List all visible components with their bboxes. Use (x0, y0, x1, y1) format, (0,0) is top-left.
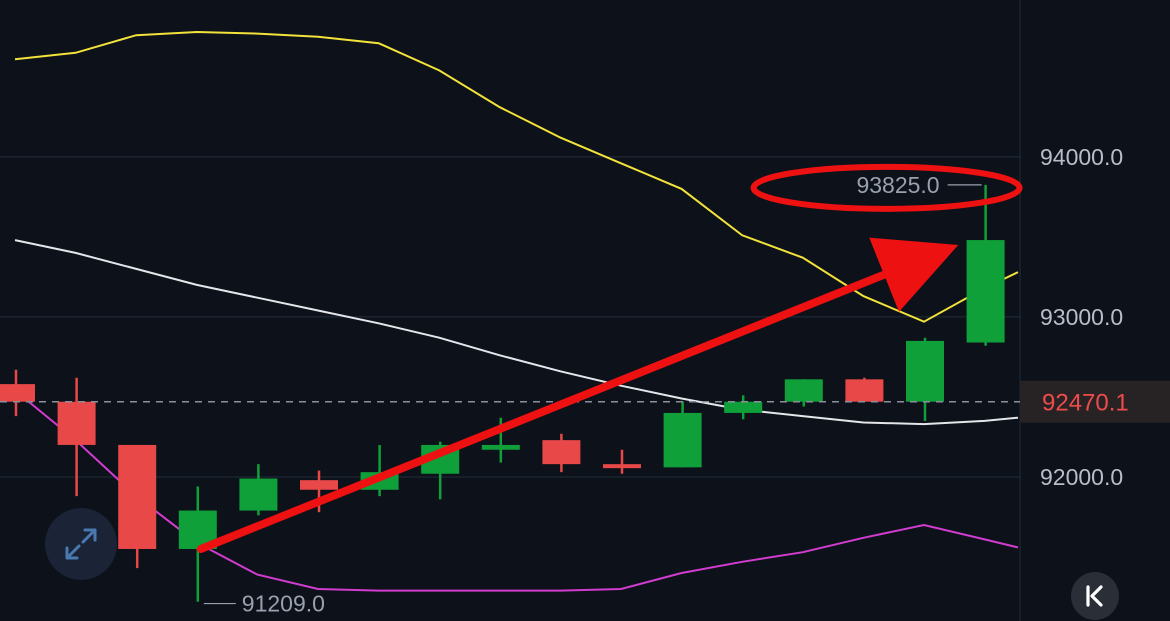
candle (57, 377, 96, 497)
candle-body (663, 412, 702, 468)
y-tick-label: 92000.0 (1040, 464, 1123, 490)
candle (784, 379, 823, 407)
candle-body (724, 401, 763, 413)
candle-body (239, 478, 278, 511)
candles (0, 184, 1005, 602)
grid-lines (0, 0, 1021, 621)
skip-to-start-icon (1086, 585, 1103, 607)
current-price-tag (1020, 380, 1170, 423)
expand-chart-button[interactable] (45, 508, 117, 580)
candle-body (0, 384, 35, 402)
y-tick-label: 94000.0 (1040, 144, 1123, 170)
candle (845, 377, 884, 402)
candle (663, 401, 702, 468)
candle-body (906, 340, 944, 402)
candle (542, 433, 581, 473)
candle (724, 395, 763, 420)
low-marker-label: 91209.0 (242, 591, 325, 617)
candle-body (845, 379, 884, 402)
scroll-to-latest-button[interactable] (1071, 572, 1119, 620)
candle (0, 369, 35, 417)
candle (906, 337, 944, 421)
candle (239, 464, 278, 516)
candle-body (481, 444, 520, 450)
expand-arrows-icon (65, 528, 97, 560)
trend-arrow (196, 237, 959, 553)
high-highlight-ellipse (750, 163, 1023, 212)
candle-body (603, 464, 641, 469)
candle-body (57, 401, 96, 445)
candle (966, 184, 1005, 346)
candle-body (966, 240, 1005, 343)
extreme-markers: 93825.0 91209.0 (203, 172, 982, 617)
bollinger-bands (14, 30, 1019, 592)
middle-band-line (14, 239, 1019, 426)
y-tick-label: 93000.0 (1040, 304, 1123, 330)
high-marker-label: 93825.0 (856, 172, 939, 198)
y-axis: 94000.0 93000.0 92000.0 92470.1 (1020, 144, 1170, 490)
candle (603, 449, 641, 474)
annotations (196, 163, 1023, 553)
candle-body (300, 480, 338, 490)
candle-body (542, 440, 581, 465)
candle (118, 444, 157, 569)
current-price-label: 92470.1 (1042, 390, 1129, 417)
candle-body (784, 379, 823, 402)
candle-body (118, 444, 157, 549)
